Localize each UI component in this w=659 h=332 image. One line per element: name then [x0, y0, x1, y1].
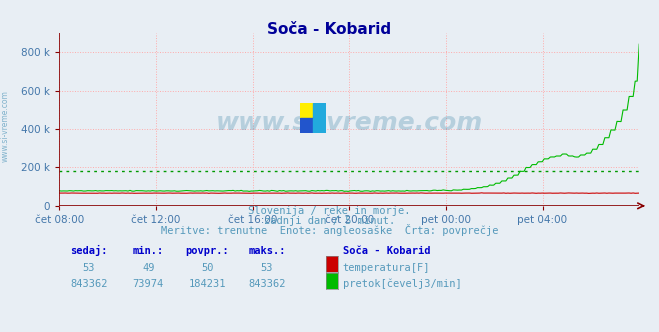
Text: 184231: 184231	[189, 279, 226, 289]
Text: 843362: 843362	[71, 279, 107, 289]
Text: povpr.:: povpr.:	[186, 246, 229, 256]
Text: 53: 53	[261, 263, 273, 273]
Text: temperatura[F]: temperatura[F]	[343, 263, 430, 273]
Bar	[313, 103, 326, 118]
Bar	[300, 103, 313, 118]
Text: 843362: 843362	[248, 279, 285, 289]
Text: www.si-vreme.com: www.si-vreme.com	[1, 90, 10, 162]
Text: zadnji dan / 5 minut.: zadnji dan / 5 minut.	[264, 216, 395, 226]
Text: min.:: min.:	[132, 246, 164, 256]
Bar	[300, 118, 313, 133]
Text: Soča - Kobarid: Soča - Kobarid	[343, 246, 430, 256]
Text: Meritve: trenutne  Enote: angleosaške  Črta: povprečje: Meritve: trenutne Enote: angleosaške Črt…	[161, 224, 498, 236]
Text: Soča - Kobarid: Soča - Kobarid	[268, 22, 391, 37]
Bar	[313, 118, 326, 133]
Text: sedaj:: sedaj:	[71, 245, 107, 256]
Text: pretok[čevelj3/min]: pretok[čevelj3/min]	[343, 279, 461, 289]
Text: www.si-vreme.com: www.si-vreme.com	[215, 111, 483, 135]
Text: Slovenija / reke in morje.: Slovenija / reke in morje.	[248, 206, 411, 216]
Text: 73974: 73974	[132, 279, 164, 289]
Text: 53: 53	[83, 263, 95, 273]
Text: maks.:: maks.:	[248, 246, 285, 256]
Text: 50: 50	[202, 263, 214, 273]
Text: 49: 49	[142, 263, 154, 273]
